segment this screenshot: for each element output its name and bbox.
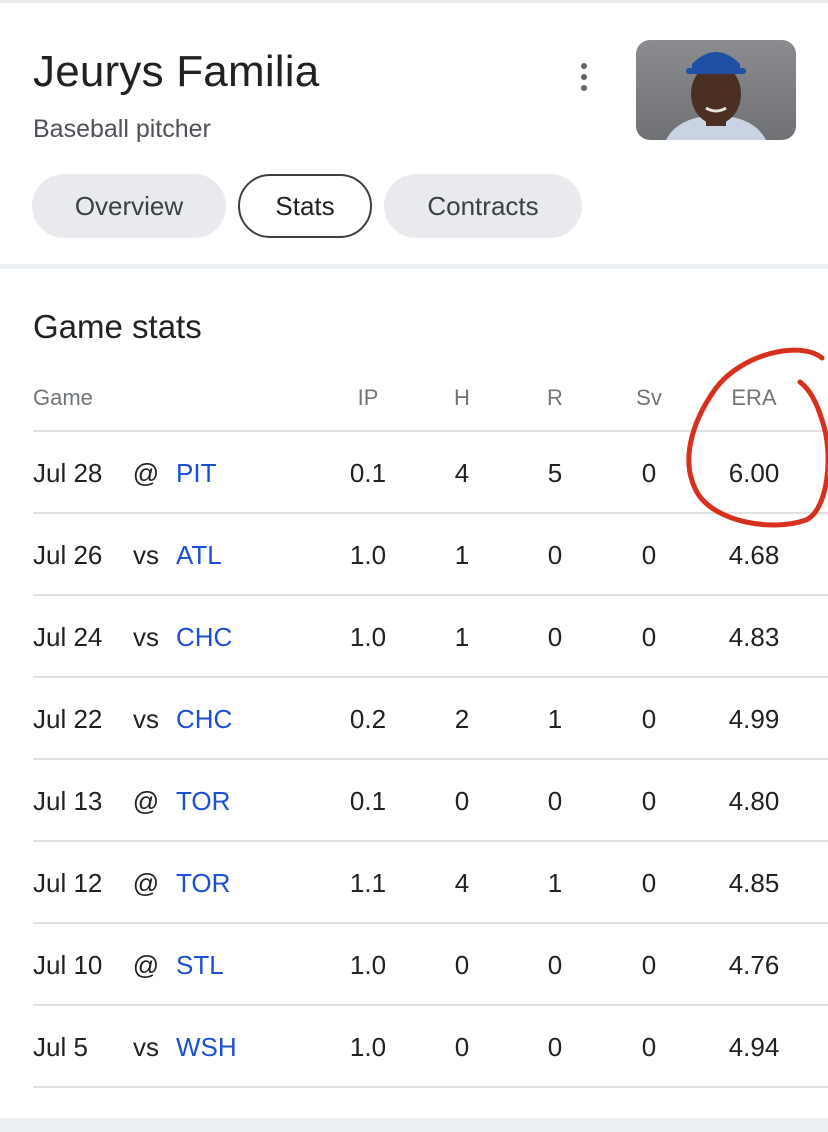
saves: 0 bbox=[641, 868, 657, 898]
hits: 0 bbox=[454, 786, 470, 816]
player-name: Jeurys Familia bbox=[33, 47, 320, 96]
game-date: Jul 12 bbox=[33, 868, 103, 898]
era: 4.99 bbox=[728, 704, 780, 734]
hits: 4 bbox=[454, 868, 470, 898]
section-divider bbox=[0, 264, 828, 269]
game-location: @ bbox=[132, 950, 160, 980]
innings-pitched: 0.1 bbox=[349, 458, 387, 488]
runs: 0 bbox=[547, 540, 563, 570]
game-location: vs bbox=[133, 704, 159, 734]
opponent-link[interactable]: TOR bbox=[176, 868, 231, 898]
runs: 1 bbox=[547, 868, 563, 898]
tab-contracts[interactable]: Contracts bbox=[384, 174, 582, 238]
game-location: @ bbox=[132, 458, 160, 488]
tab-overview[interactable]: Overview bbox=[32, 174, 226, 238]
game-date: Jul 13 bbox=[33, 786, 103, 816]
era: 4.80 bbox=[728, 786, 780, 816]
player-description: Baseball pitcher bbox=[33, 115, 211, 143]
game-location: vs bbox=[133, 622, 159, 652]
top-edge-line bbox=[0, 0, 828, 3]
column-header-r: R bbox=[547, 385, 563, 410]
opponent-link[interactable]: STL bbox=[176, 950, 224, 980]
bottom-divider bbox=[0, 1118, 828, 1132]
row-divider bbox=[33, 1004, 828, 1006]
innings-pitched: 0.2 bbox=[349, 704, 387, 734]
game-location: @ bbox=[132, 868, 160, 898]
hits: 1 bbox=[454, 540, 470, 570]
opponent-link[interactable]: WSH bbox=[176, 1032, 237, 1062]
hits: 4 bbox=[454, 458, 470, 488]
game-date: Jul 22 bbox=[33, 704, 103, 734]
game-date: Jul 28 bbox=[33, 458, 103, 488]
opponent-link[interactable]: TOR bbox=[176, 786, 231, 816]
innings-pitched: 1.1 bbox=[349, 868, 387, 898]
era: 4.83 bbox=[728, 622, 780, 652]
innings-pitched: 1.0 bbox=[349, 1032, 387, 1062]
more-options-icon[interactable] bbox=[568, 58, 600, 96]
saves: 0 bbox=[641, 786, 657, 816]
row-divider bbox=[33, 1086, 828, 1088]
hits: 2 bbox=[454, 704, 470, 734]
column-header-h: H bbox=[454, 385, 470, 410]
red-circle-annotation bbox=[686, 347, 828, 528]
section-title: Game stats bbox=[33, 308, 202, 345]
row-divider bbox=[33, 512, 828, 514]
game-date: Jul 24 bbox=[33, 622, 103, 652]
opponent-link[interactable]: ATL bbox=[176, 540, 222, 570]
column-header-era: ERA bbox=[731, 385, 777, 410]
column-header-game: Game bbox=[33, 385, 93, 410]
tab-stats[interactable]: Stats bbox=[238, 174, 372, 238]
row-divider bbox=[33, 922, 828, 924]
game-date: Jul 5 bbox=[33, 1032, 88, 1062]
row-divider bbox=[33, 840, 828, 842]
column-header-sv: Sv bbox=[636, 385, 662, 410]
innings-pitched: 1.0 bbox=[349, 622, 387, 652]
era: 4.94 bbox=[728, 1032, 780, 1062]
row-divider bbox=[33, 594, 828, 596]
saves: 0 bbox=[641, 540, 657, 570]
column-header-ip: IP bbox=[357, 385, 379, 410]
game-location: vs bbox=[133, 1032, 159, 1062]
row-divider bbox=[33, 676, 828, 678]
runs: 0 bbox=[547, 622, 563, 652]
saves: 0 bbox=[641, 622, 657, 652]
hits: 0 bbox=[454, 950, 470, 980]
player-photo[interactable] bbox=[636, 40, 796, 140]
hits: 1 bbox=[454, 622, 470, 652]
saves: 0 bbox=[641, 950, 657, 980]
era: 4.85 bbox=[728, 868, 780, 898]
game-date: Jul 26 bbox=[33, 540, 103, 570]
era: 6.00 bbox=[728, 458, 780, 488]
runs: 0 bbox=[547, 786, 563, 816]
era: 4.68 bbox=[728, 540, 780, 570]
opponent-link[interactable]: CHC bbox=[176, 704, 233, 734]
runs: 0 bbox=[547, 1032, 563, 1062]
innings-pitched: 1.0 bbox=[349, 540, 387, 570]
hits: 0 bbox=[454, 1032, 470, 1062]
runs: 1 bbox=[547, 704, 563, 734]
innings-pitched: 0.1 bbox=[349, 786, 387, 816]
runs: 5 bbox=[547, 458, 563, 488]
runs: 0 bbox=[547, 950, 563, 980]
innings-pitched: 1.0 bbox=[349, 950, 387, 980]
game-location: @ bbox=[132, 786, 160, 816]
game-location: vs bbox=[133, 540, 159, 570]
opponent-link[interactable]: PIT bbox=[176, 458, 217, 488]
game-date: Jul 10 bbox=[33, 950, 103, 980]
saves: 0 bbox=[641, 458, 657, 488]
row-divider bbox=[33, 758, 828, 760]
era: 4.76 bbox=[728, 950, 780, 980]
saves: 0 bbox=[641, 1032, 657, 1062]
header-divider bbox=[33, 430, 828, 432]
opponent-link[interactable]: CHC bbox=[176, 622, 233, 652]
saves: 0 bbox=[641, 704, 657, 734]
